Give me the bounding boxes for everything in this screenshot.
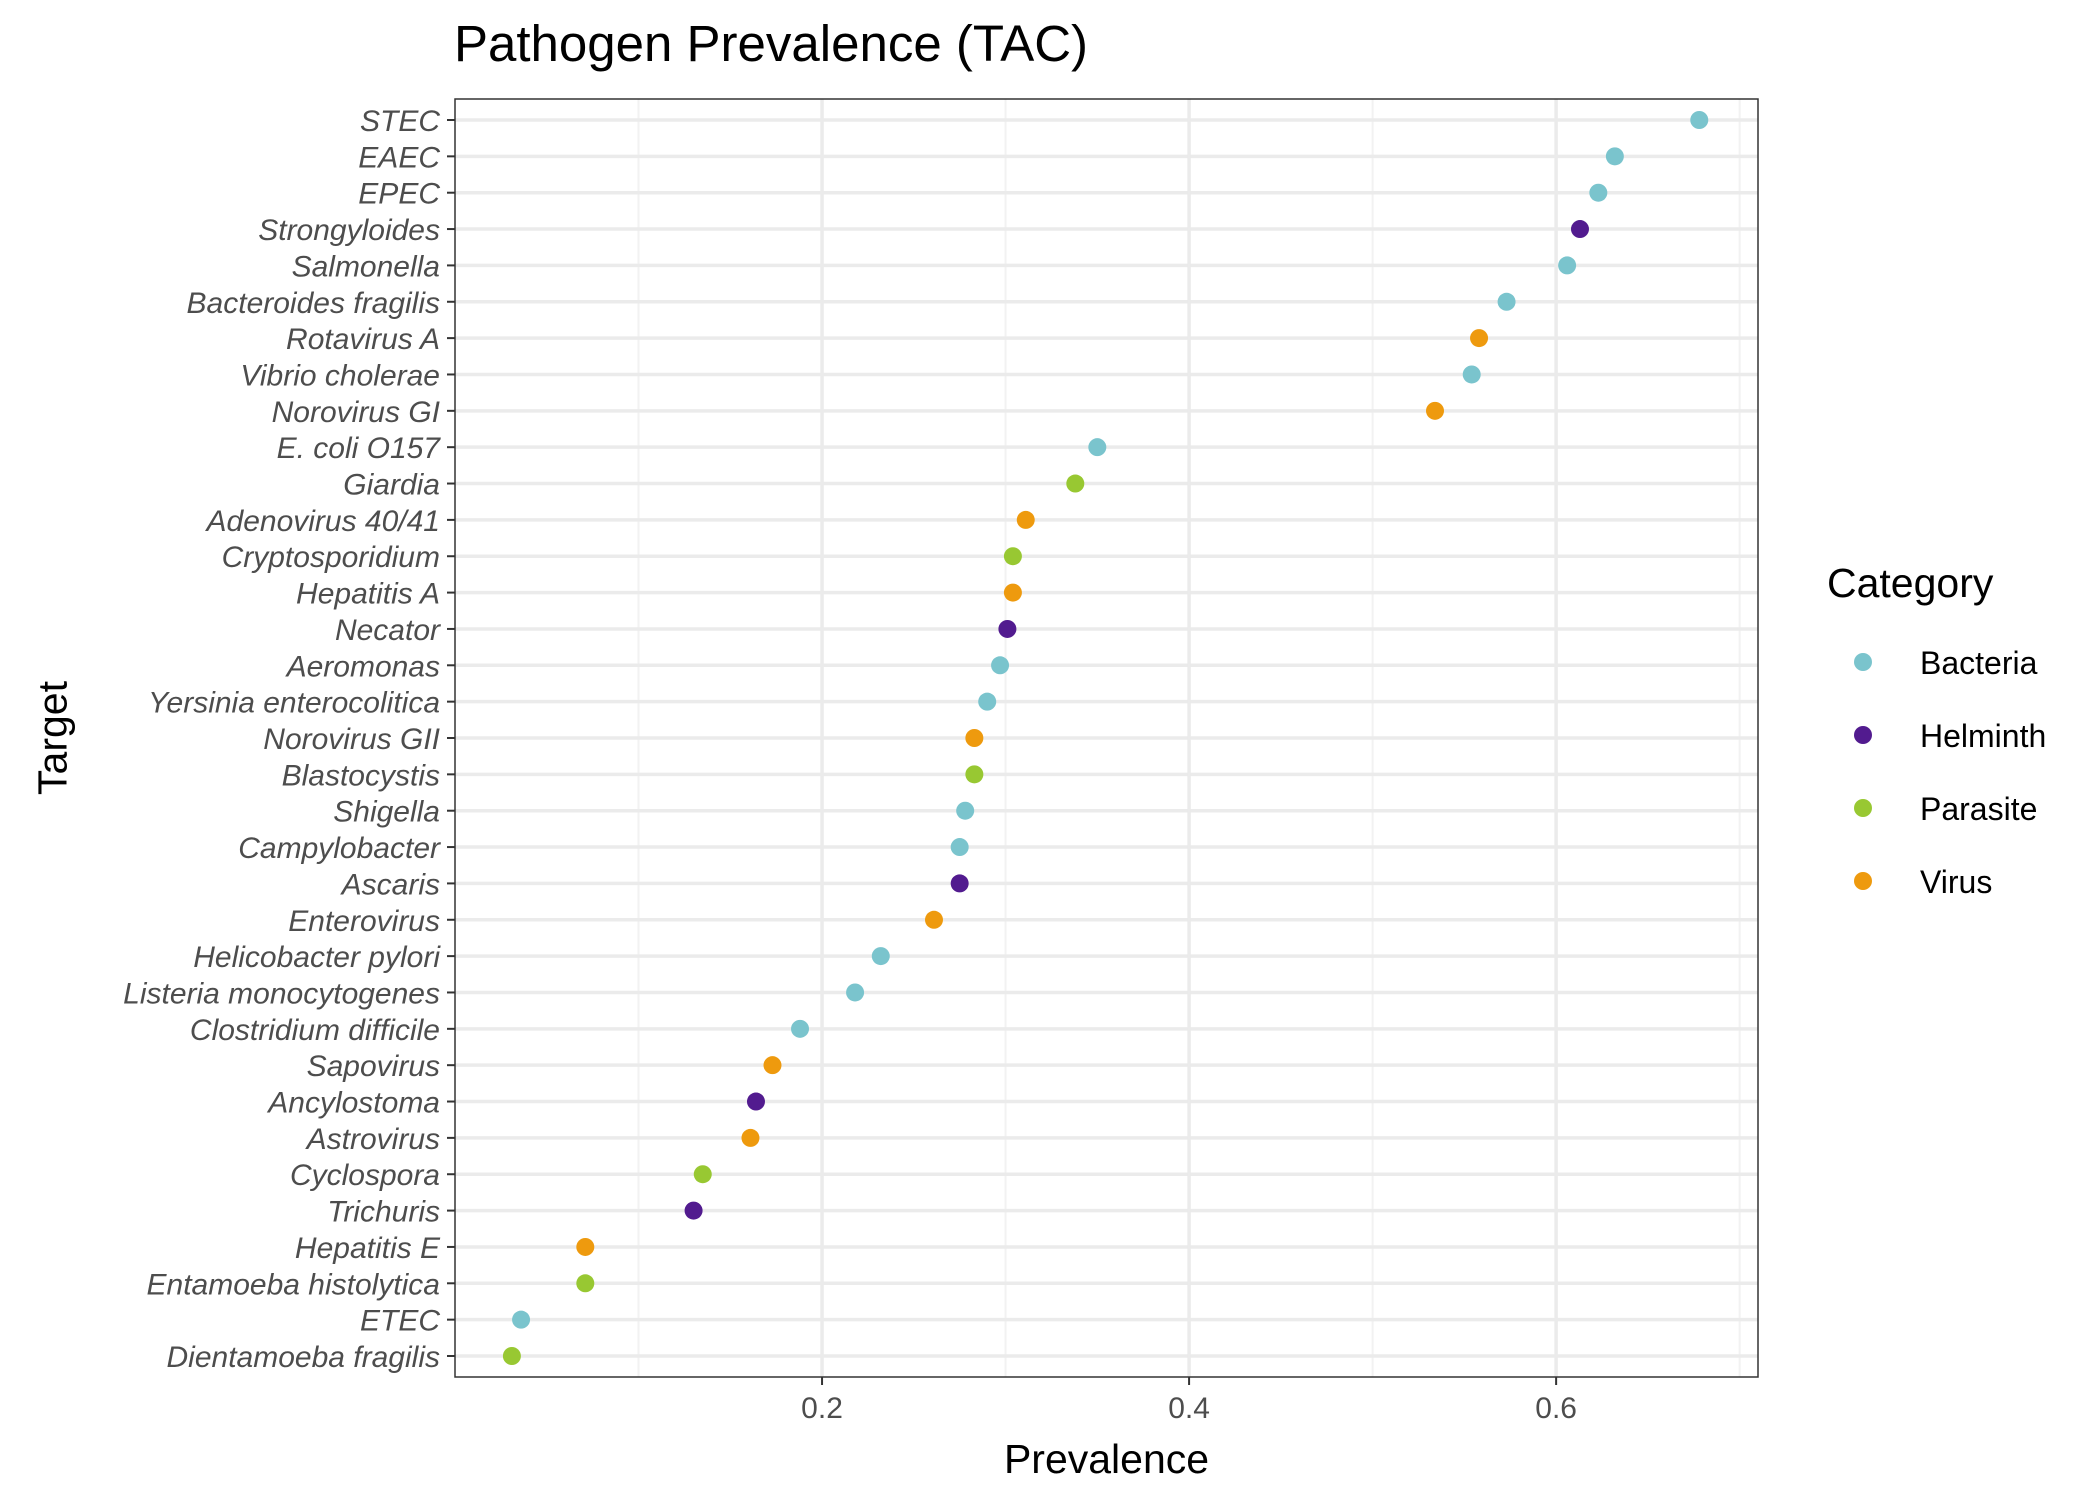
x-tick-labels: 0.2 0.4 0.6 bbox=[801, 1377, 1577, 1425]
x-tick-label: 0.2 bbox=[801, 1392, 843, 1425]
y-tick-label: Listeria monocytogenes bbox=[123, 977, 440, 1010]
data-point bbox=[1605, 147, 1624, 166]
y-tick-label: Dientamoeba fragilis bbox=[167, 1341, 440, 1374]
data-point bbox=[763, 1056, 782, 1075]
data-point bbox=[1003, 547, 1022, 566]
y-tick-label: Giardia bbox=[343, 469, 440, 502]
y-tick-label: Norovirus GI bbox=[272, 396, 440, 429]
data-point bbox=[1558, 256, 1577, 275]
y-tick-label: Astrovirus bbox=[305, 1123, 440, 1156]
y-tick-label: Ancylostoma bbox=[266, 1087, 440, 1120]
x-axis-title: Prevalence bbox=[1004, 1436, 1209, 1482]
plot-panel-border bbox=[454, 98, 1759, 1378]
data-point bbox=[1426, 401, 1445, 420]
legend-label: Bacteria bbox=[1920, 645, 2038, 681]
y-tick-label: Trichuris bbox=[327, 1196, 440, 1229]
y-tick-label: Helicobacter pylori bbox=[193, 941, 441, 974]
y-tick-label: EAEC bbox=[358, 141, 440, 174]
data-point bbox=[1497, 292, 1516, 311]
legend-key bbox=[1854, 872, 1872, 890]
legend-label: Parasite bbox=[1920, 791, 2037, 827]
data-point bbox=[684, 1201, 703, 1220]
y-tick-label: Strongyloides bbox=[258, 214, 440, 247]
x-tick-label: 0.6 bbox=[1535, 1392, 1577, 1425]
y-tick-label: Adenovirus 40/41 bbox=[205, 505, 441, 538]
y-tick-label: Vibrio cholerae bbox=[240, 359, 440, 392]
y-tick-label: Sapovirus bbox=[307, 1050, 440, 1083]
y-tick-label: STEC bbox=[360, 105, 440, 138]
data-point bbox=[1066, 474, 1085, 493]
data-point bbox=[1589, 183, 1608, 202]
data-point bbox=[978, 692, 997, 711]
legend-title: Category bbox=[1827, 560, 1994, 606]
data-point bbox=[956, 801, 975, 820]
data-point bbox=[791, 1019, 810, 1038]
y-tick-label: EPEC bbox=[358, 178, 440, 211]
y-tick-label: ETEC bbox=[360, 1305, 440, 1338]
data-point bbox=[965, 765, 984, 784]
y-tick-label: Rotavirus A bbox=[286, 323, 440, 356]
x-tick-label: 0.4 bbox=[1168, 1392, 1210, 1425]
data-point bbox=[512, 1310, 531, 1329]
data-point bbox=[746, 1092, 765, 1111]
data-point bbox=[924, 910, 943, 929]
data-point bbox=[576, 1274, 595, 1293]
chart-title: Pathogen Prevalence (TAC) bbox=[454, 15, 1088, 72]
data-point bbox=[965, 729, 984, 747]
data-point bbox=[991, 656, 1010, 675]
y-tick-label: Aeromonas bbox=[285, 650, 440, 683]
y-tick-label: Clostridium difficile bbox=[190, 1014, 440, 1047]
data-point bbox=[1570, 220, 1589, 239]
legend: Category Bacteria Helminth Parasite Virus bbox=[1827, 560, 2046, 900]
legend-key bbox=[1854, 653, 1872, 671]
data-point bbox=[998, 619, 1017, 638]
data-point bbox=[1016, 510, 1035, 529]
y-tick-label: Shigella bbox=[333, 796, 440, 829]
data-point bbox=[871, 947, 890, 966]
y-tick-label: Cryptosporidium bbox=[222, 541, 440, 574]
data-point bbox=[741, 1128, 760, 1147]
y-tick-label: Campylobacter bbox=[238, 832, 441, 865]
data-point bbox=[1462, 365, 1481, 384]
y-tick-label: Necator bbox=[335, 614, 441, 647]
y-tick-label: Norovirus GII bbox=[263, 723, 440, 756]
y-tick-label: Hepatitis E bbox=[295, 1232, 441, 1265]
data-point bbox=[1470, 329, 1489, 348]
y-tick-label: Yersinia enterocolitica bbox=[148, 687, 440, 720]
legend-label: Helminth bbox=[1920, 718, 2046, 754]
data-point bbox=[693, 1165, 712, 1184]
data-point bbox=[950, 838, 969, 857]
legend-items: Bacteria Helminth Parasite Virus bbox=[1854, 645, 2046, 900]
y-tick-label: Cyclospora bbox=[290, 1159, 440, 1192]
legend-key bbox=[1854, 726, 1872, 744]
y-tick-label: Hepatitis A bbox=[296, 578, 440, 611]
y-tick-label: Enterovirus bbox=[288, 905, 440, 938]
y-tick-label: Bacteroides fragilis bbox=[187, 287, 440, 320]
legend-key bbox=[1854, 799, 1872, 817]
y-tick-label: Salmonella bbox=[292, 250, 440, 283]
y-axis-title: Target bbox=[29, 680, 75, 795]
data-point bbox=[950, 874, 969, 893]
y-tick-label: Ascaris bbox=[340, 868, 440, 901]
data-point bbox=[1690, 111, 1709, 129]
y-tick-label: E. coli O157 bbox=[277, 432, 442, 465]
legend-label: Virus bbox=[1920, 864, 1992, 900]
data-points bbox=[502, 111, 1709, 1365]
data-point bbox=[1088, 438, 1107, 457]
data-point bbox=[576, 1237, 595, 1256]
data-point bbox=[1003, 583, 1022, 602]
y-tick-label: Blastocystis bbox=[282, 759, 440, 792]
y-tick-label: Entamoeba histolytica bbox=[147, 1268, 441, 1301]
data-point bbox=[846, 983, 865, 1002]
grid-lines bbox=[455, 99, 1758, 1377]
data-point bbox=[502, 1347, 521, 1365]
